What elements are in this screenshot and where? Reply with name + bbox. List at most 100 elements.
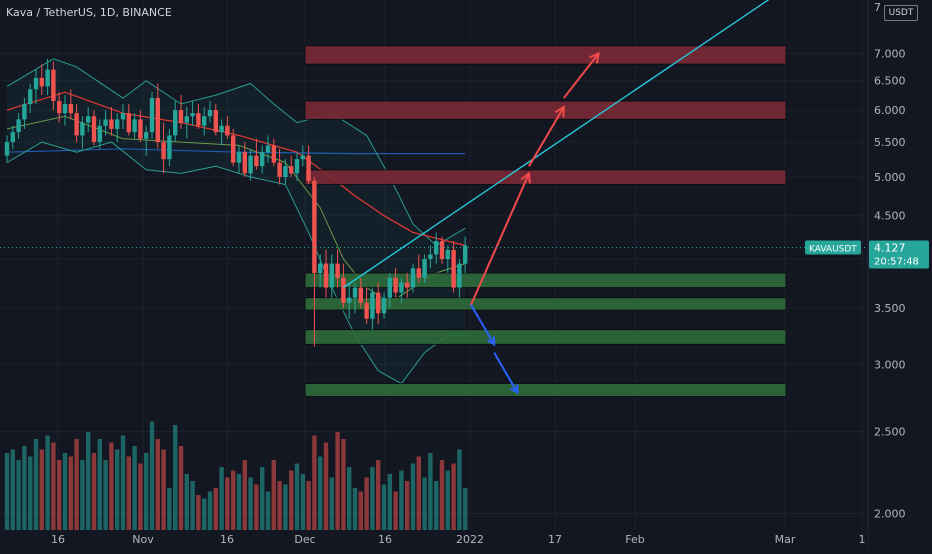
volume-bar [178, 446, 184, 530]
arrow-down-head [486, 336, 496, 347]
candle-body [219, 125, 224, 133]
volume-bar [387, 474, 392, 530]
volume-bar [254, 484, 259, 530]
candle-body [51, 69, 56, 102]
currency-button[interactable]: USDT [884, 5, 918, 21]
volume-bar [236, 474, 242, 530]
volume-bar [196, 495, 201, 530]
volume-bar [439, 460, 445, 530]
volume-bar [126, 456, 131, 530]
candle-body [312, 180, 317, 274]
volume-bar [416, 456, 421, 530]
volume-bar [457, 449, 462, 530]
candle-body [283, 166, 288, 178]
candle-body [184, 116, 189, 123]
resistance-zone [304, 45, 787, 65]
arrow-up [563, 52, 600, 99]
support-zone [304, 272, 787, 289]
volume-bar [445, 470, 450, 530]
candle-body [16, 119, 21, 133]
candle-body [115, 119, 120, 129]
volume-bar [294, 463, 300, 530]
candle-body [387, 277, 392, 298]
volume-bar [329, 477, 334, 530]
volume-bar [364, 477, 369, 530]
candle-body [422, 258, 427, 278]
volume-bar [138, 463, 143, 530]
y-tick-label: 5.000 [874, 171, 906, 184]
candle-body [103, 119, 108, 126]
bollinger-upper-line [6, 58, 466, 247]
arrow-up [470, 172, 530, 306]
x-tick-label: 16 [378, 533, 392, 546]
support-zone [304, 297, 787, 311]
volume-bar [231, 470, 236, 530]
price-label: 4.127 [874, 242, 906, 255]
volume-bar [22, 446, 27, 530]
arrow-up-head [589, 51, 600, 64]
candle-body [80, 122, 85, 136]
candle-body [39, 77, 44, 87]
volume-bar [103, 460, 108, 530]
volume-bar [184, 474, 189, 530]
candle-body [33, 77, 39, 90]
volume-bar [335, 432, 340, 530]
candle-body [428, 254, 433, 259]
candle-body [439, 241, 445, 259]
candle-body [196, 113, 201, 126]
time-axis [0, 530, 868, 550]
volume-bar [207, 491, 213, 530]
candle-body [300, 155, 305, 160]
candle-body [352, 287, 358, 298]
y-tick-label: 5.500 [874, 136, 906, 149]
volume-bar [213, 488, 218, 530]
volume-bar [39, 449, 44, 530]
volume-bar [347, 467, 352, 530]
volume-bar [161, 449, 166, 530]
y-tick-label: 3.500 [874, 302, 906, 315]
volume-bar [399, 470, 404, 530]
volume-bar [144, 453, 149, 530]
candle-body [120, 113, 126, 120]
candle-body [207, 110, 213, 117]
x-tick-label: 17 [548, 533, 562, 546]
y-tick-label: 7.000 [874, 48, 906, 61]
volume-bar [120, 435, 126, 530]
volume-bar [405, 481, 410, 530]
candle-body [86, 116, 91, 123]
volume-bar [312, 435, 317, 530]
candle-body [231, 135, 236, 163]
candle-body [381, 297, 387, 314]
volume-bar [86, 432, 91, 530]
candle-body [149, 98, 155, 133]
y-tick-label: 4.500 [874, 210, 906, 223]
candle-body [202, 116, 207, 126]
candle-body [364, 302, 369, 319]
candle-body [370, 292, 375, 319]
volume-bar [51, 442, 56, 530]
candle-body [306, 155, 311, 181]
volume-bar [155, 439, 160, 530]
candle-body [173, 110, 178, 136]
x-tick-label: 2022 [456, 533, 484, 546]
candle-body [126, 113, 131, 133]
volume-bar [45, 435, 50, 530]
candle-body [161, 142, 166, 160]
volume-bar [167, 488, 172, 530]
arrow-down [470, 304, 496, 345]
volume-bar [97, 439, 102, 530]
volume-bar [74, 439, 79, 530]
candle-body [393, 277, 398, 293]
candle-body [68, 104, 73, 114]
candle-body [242, 152, 247, 174]
candle-body [91, 116, 97, 143]
candle-body [4, 142, 10, 156]
volume-bar [352, 488, 358, 530]
x-tick-label: 1 [859, 533, 866, 546]
volume-bar [271, 460, 276, 530]
volume-bar [323, 442, 329, 530]
candle-body [144, 132, 149, 139]
candle-body [399, 282, 404, 293]
